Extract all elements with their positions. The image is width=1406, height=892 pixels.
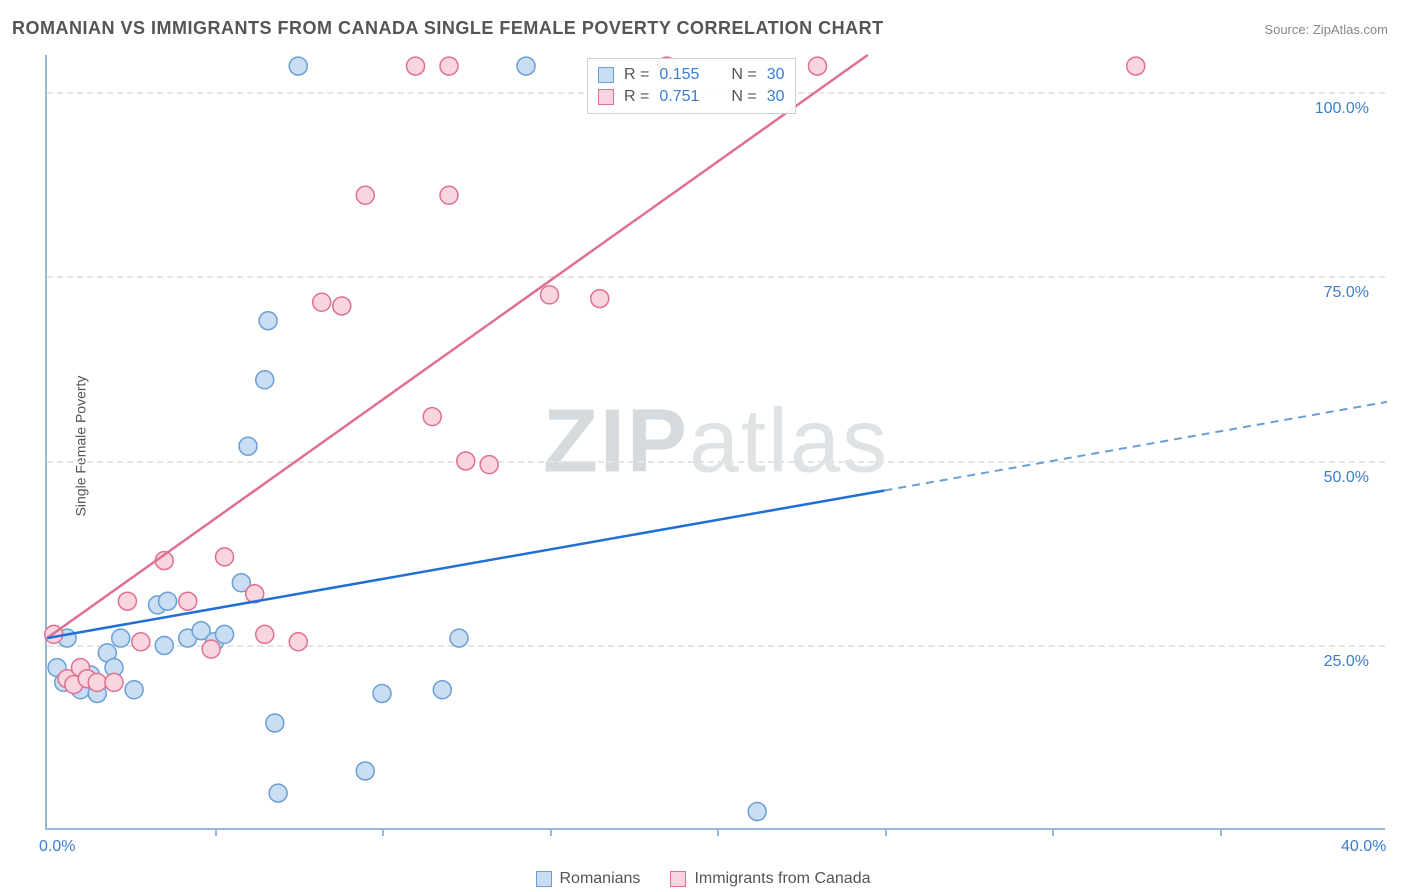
stats-n-blue: 30 (767, 66, 785, 84)
scatter-point (433, 681, 451, 699)
scatter-point (748, 803, 766, 821)
stats-r-pink: 0.751 (659, 88, 699, 106)
source-name[interactable]: ZipAtlas.com (1313, 22, 1388, 37)
scatter-point (450, 629, 468, 647)
stats-n-pink: 30 (767, 88, 785, 106)
legend-swatch-blue-icon (536, 871, 552, 887)
legend-label-blue: Romanians (560, 870, 641, 888)
scatter-point (256, 625, 274, 643)
scatter-point (333, 297, 351, 315)
scatter-point (423, 408, 441, 426)
xtick-mark (1052, 828, 1054, 836)
scatter-point (216, 548, 234, 566)
xtick-mark (1220, 828, 1222, 836)
xtick-mark (550, 828, 552, 836)
scatter-point (132, 633, 150, 651)
chart-title: ROMANIAN VS IMMIGRANTS FROM CANADA SINGL… (12, 18, 884, 39)
source-label: Source: (1264, 22, 1309, 37)
scatter-point (809, 57, 827, 75)
scatter-point (112, 629, 130, 647)
scatter-point (259, 312, 277, 330)
scatter-point (373, 684, 391, 702)
trendline-blue-dash (885, 402, 1388, 491)
legend-swatch-pink-icon (670, 871, 686, 887)
scatter-point (118, 592, 136, 610)
legend-swatch-pink-icon (598, 89, 614, 105)
stats-row-pink: R = 0.751 N = 30 (598, 86, 785, 108)
scatter-point (159, 592, 177, 610)
stats-box: R = 0.155 N = 30 R = 0.751 N = 30 (587, 58, 796, 114)
stats-row-blue: R = 0.155 N = 30 (598, 64, 785, 86)
scatter-point (256, 371, 274, 389)
scatter-point (88, 673, 106, 691)
scatter-point (105, 673, 123, 691)
xtick-mark (885, 828, 887, 836)
scatter-point (202, 640, 220, 658)
plot-area: ZIPatlas 25.0%50.0%75.0%100.0% 0.0%40.0%… (45, 55, 1385, 830)
scatter-svg (47, 55, 1385, 828)
legend-item-romanians: Romanians (536, 870, 641, 888)
scatter-point (313, 293, 331, 311)
stats-r-label: R = (624, 88, 649, 106)
scatter-point (179, 592, 197, 610)
scatter-point (125, 681, 143, 699)
xtick-mark (215, 828, 217, 836)
stats-r-blue: 0.155 (659, 66, 699, 84)
scatter-point (517, 57, 535, 75)
legend-swatch-blue-icon (598, 67, 614, 83)
stats-n-label: N = (731, 88, 756, 106)
scatter-point (356, 186, 374, 204)
scatter-point (266, 714, 284, 732)
legend-label-pink: Immigrants from Canada (694, 870, 870, 888)
scatter-point (1127, 57, 1145, 75)
chart-container: ROMANIAN VS IMMIGRANTS FROM CANADA SINGL… (0, 0, 1406, 892)
scatter-point (289, 633, 307, 651)
scatter-point (457, 452, 475, 470)
scatter-point (480, 456, 498, 474)
scatter-point (541, 286, 559, 304)
scatter-point (269, 784, 287, 802)
xtick-mark (717, 828, 719, 836)
xtick-label: 0.0% (39, 838, 75, 856)
scatter-point (591, 290, 609, 308)
stats-n-label: N = (731, 66, 756, 84)
scatter-point (407, 57, 425, 75)
source-credit: Source: ZipAtlas.com (1264, 22, 1388, 37)
scatter-point (155, 636, 173, 654)
legend-item-immigrants: Immigrants from Canada (670, 870, 870, 888)
scatter-point (239, 437, 257, 455)
legend-bottom: Romanians Immigrants from Canada (0, 870, 1406, 888)
scatter-point (440, 186, 458, 204)
stats-r-label: R = (624, 66, 649, 84)
scatter-point (216, 625, 234, 643)
xtick-mark (382, 828, 384, 836)
scatter-point (356, 762, 374, 780)
trendline-pink (47, 55, 868, 638)
scatter-point (289, 57, 307, 75)
scatter-point (440, 57, 458, 75)
xtick-label: 40.0% (1341, 838, 1386, 856)
